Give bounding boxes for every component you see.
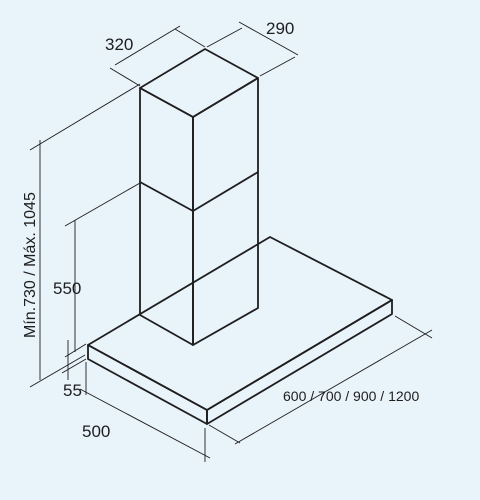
lower-height-label: 550	[53, 279, 81, 298]
chimney-front-face	[139, 87, 194, 346]
dimension-lines	[29, 21, 433, 462]
chimney-top-face	[139, 48, 259, 118]
canopy-side-face	[206, 299, 393, 425]
canopy-depth-label: 500	[82, 422, 110, 441]
canopy-front-face	[87, 344, 208, 425]
chimney-joint-line	[139, 171, 259, 212]
chimney-width-label: 320	[105, 35, 133, 54]
chimney-side-face	[192, 77, 259, 346]
hood-widths-label: 600 / 700 / 900 / 1200	[283, 388, 419, 404]
hood-outline	[87, 48, 393, 425]
height-range-label: Mín.730 / Máx. 1045	[22, 192, 39, 338]
chimney-depth-label: 290	[266, 19, 294, 38]
canopy-thickness-label: 55	[63, 381, 82, 400]
